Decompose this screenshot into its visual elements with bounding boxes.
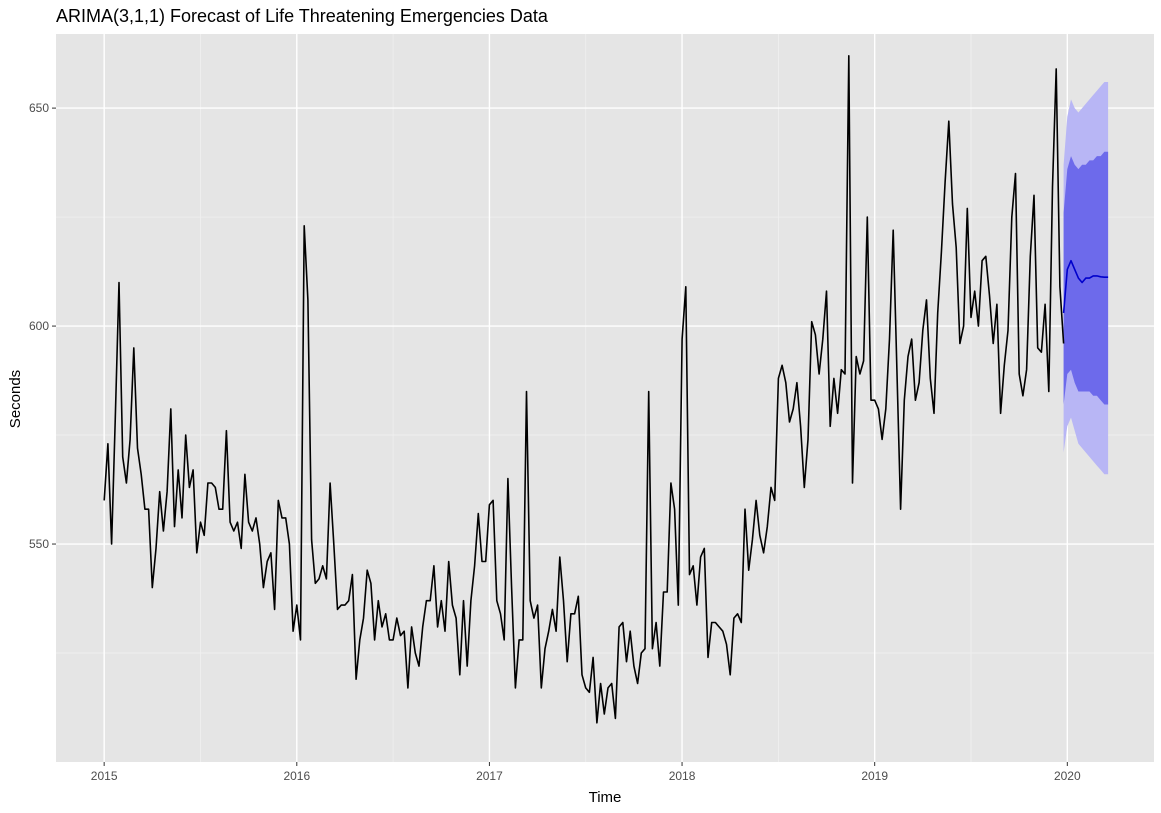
x-tick-label: 2020 [1054, 769, 1081, 783]
y-tick-label: 650 [29, 101, 49, 115]
forecast-mean-line [1062, 259, 1109, 314]
minor-gridlines [56, 34, 1154, 762]
y-tick-label: 550 [29, 537, 49, 551]
y-axis: 550 600 650 [29, 101, 56, 551]
y-tick-label: 600 [29, 319, 49, 333]
x-tick-label: 2017 [476, 769, 503, 783]
y-axis-title: Seconds [7, 370, 24, 428]
x-axis-title: Time [589, 789, 622, 806]
x-axis: 2015 2016 2017 2018 2019 2020 [91, 762, 1081, 783]
x-tick-label: 2015 [91, 769, 118, 783]
observed-series-line [103, 54, 1065, 724]
chart-title: ARIMA(3,1,1) Forecast of Life Threatenin… [56, 6, 549, 26]
x-tick-label: 2019 [861, 769, 888, 783]
x-tick-label: 2016 [283, 769, 310, 783]
series-lines [103, 54, 1109, 724]
x-tick-label: 2018 [669, 769, 696, 783]
